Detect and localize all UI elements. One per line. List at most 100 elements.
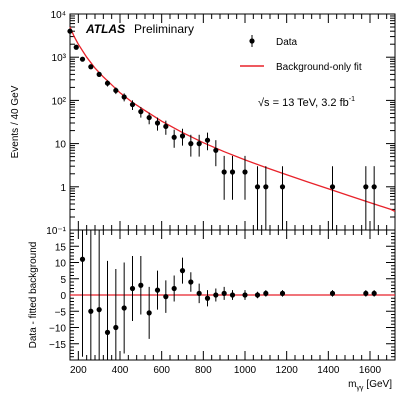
res-y-tick-label: 10 (55, 259, 67, 270)
residual-x-axis: 200 400 600 800 1000 1200 1400 1600 (70, 230, 388, 376)
data-point (121, 94, 127, 100)
data-point (371, 184, 377, 190)
data-point (221, 169, 227, 175)
data-point (179, 133, 186, 139)
x-axis-label-sub: γγ (356, 385, 364, 392)
legend-fit-label: Background-only fit (276, 62, 362, 73)
data-point (104, 80, 111, 86)
data-points-group (67, 28, 377, 230)
atlas-title: ATLAS (85, 22, 125, 36)
y-tick-label: 10⁴ (51, 10, 66, 21)
residual-point (229, 292, 236, 298)
data-point (363, 184, 369, 190)
residual-point (363, 290, 369, 296)
residual-y-axis: −15 −10 −5 0 5 10 15 (49, 229, 395, 361)
residual-point (129, 285, 136, 292)
data-point (229, 169, 236, 175)
residual-point (329, 290, 336, 296)
data-point (73, 44, 79, 50)
atlas-label: ATLAS Preliminary (85, 22, 194, 36)
residual-point (371, 290, 377, 296)
data-point (113, 87, 119, 94)
residual-panel: −15 −10 −5 0 5 10 15 200 400 600 800 1000 1200 1400 1… (28, 229, 396, 392)
res-y-tick-label: 5 (60, 275, 66, 286)
data-point (67, 28, 73, 34)
residual-point (242, 292, 248, 298)
residual-point (196, 290, 202, 296)
data-point (263, 184, 269, 190)
data-point (188, 141, 194, 147)
x-tick-label: 400 (112, 365, 129, 376)
data-point (279, 184, 286, 190)
data-point (213, 147, 219, 153)
data-point (96, 71, 102, 77)
residual-point (213, 292, 219, 298)
x-tick-label: 200 (70, 365, 87, 376)
res-y-tick-label: 0 (60, 291, 66, 302)
residual-points-group (79, 230, 377, 360)
legend-entry-fit: Background-only fit (240, 62, 362, 73)
legend-entry-data: Data (249, 35, 298, 48)
data-point (196, 141, 202, 147)
main-panel: 10⁻¹ 1 10 10² 10³ 10⁴ Events / 40 GeV ATLAS P… (10, 10, 396, 237)
res-y-tick-label: −10 (49, 324, 66, 335)
residual-point (179, 268, 186, 274)
data-point (154, 120, 161, 126)
x-tick-label: 600 (153, 365, 170, 376)
res-y-tick-label: −5 (55, 307, 67, 318)
legend-data-marker (249, 38, 255, 44)
residual-point (221, 290, 227, 296)
residual-point (104, 329, 111, 335)
residual-point (171, 285, 177, 292)
x-tick-label: 1000 (234, 365, 257, 376)
residual-point (154, 287, 161, 293)
data-point (254, 184, 261, 190)
data-point (146, 114, 152, 121)
residual-point (263, 290, 269, 296)
energy-lumi-sup: -1 (349, 96, 355, 103)
energy-lumi-text: √s = 13 TeV, 3.2 fb (258, 97, 349, 109)
res-y-tick-label: 15 (55, 242, 67, 253)
x-tick-label: 1600 (359, 365, 382, 376)
data-point (79, 56, 86, 62)
main-x-axis (77, 14, 388, 230)
main-y-axis-label: Events / 40 GeV (10, 85, 21, 158)
data-point (88, 64, 94, 70)
residual-point (146, 310, 152, 316)
legend: Data Background-only fit (240, 35, 362, 73)
y-tick-label: 10 (55, 140, 67, 151)
residual-point (113, 324, 119, 331)
data-point (138, 109, 144, 115)
data-point (329, 184, 336, 190)
x-axis-label-unit: [GeV] (366, 379, 392, 390)
data-point (204, 137, 211, 143)
x-axis-label-main: m (348, 379, 356, 390)
residual-point (188, 279, 194, 285)
x-tick-label: 800 (195, 365, 212, 376)
x-tick-label: 1400 (317, 365, 340, 376)
legend-data-label: Data (276, 37, 298, 48)
data-point (171, 134, 177, 140)
residual-y-axis-label: Data - fitted background (28, 242, 39, 349)
residual-point (254, 292, 261, 298)
residual-point (163, 294, 169, 300)
y-tick-label: 10⁻¹ (46, 226, 66, 237)
residual-point (96, 307, 102, 313)
energy-lumi-label: √s = 13 TeV, 3.2 fb-1 (258, 96, 355, 109)
y-tick-label: 1 (60, 183, 66, 194)
atlas-subtitle: Preliminary (134, 22, 194, 36)
residual-point (138, 282, 144, 288)
residual-x-axis-label: mγγ [GeV] (348, 379, 392, 392)
residual-point (79, 256, 86, 262)
data-point (163, 123, 169, 130)
data-point (242, 169, 248, 175)
res-y-tick-label: −15 (49, 340, 66, 351)
y-tick-label: 10³ (52, 53, 67, 64)
main-y-axis: 10⁻¹ 1 10 10² 10³ 10⁴ (46, 10, 395, 237)
data-point (129, 101, 136, 108)
residual-point (279, 290, 286, 296)
residual-point (121, 305, 127, 311)
x-tick-label: 1200 (276, 365, 299, 376)
residual-point (204, 295, 211, 301)
residual-point (88, 308, 94, 314)
